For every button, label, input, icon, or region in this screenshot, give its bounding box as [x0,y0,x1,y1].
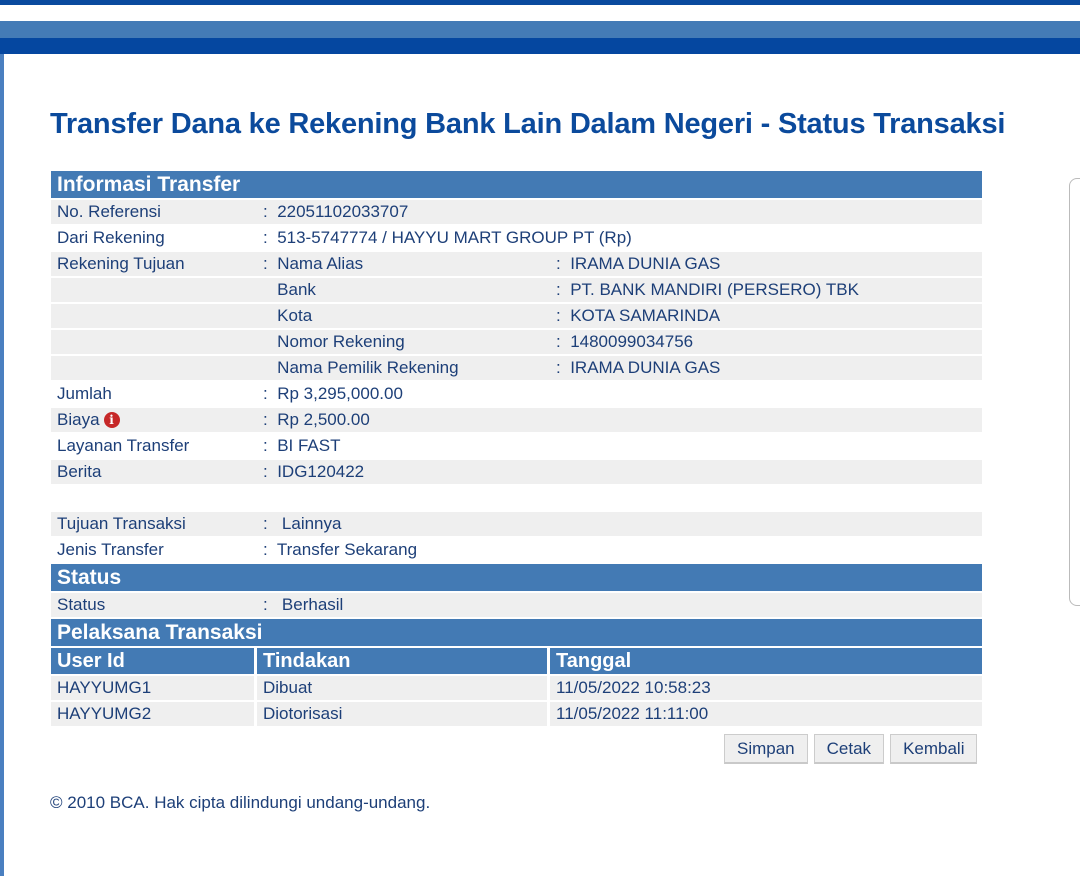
row-tujuan-pemilik: Nama Pemilik Rekening: IRAMA DUNIA GAS [51,356,982,382]
row-layanan: Layanan Transfer: BI FAST [51,434,982,460]
save-button[interactable]: Simpan [724,734,808,764]
info-icon[interactable]: i [103,412,120,428]
print-button[interactable]: Cetak [813,734,885,764]
row-tujuan-kota: Kota: KOTA SAMARINDA [51,304,982,330]
section-informasi-transfer: Informasi Transfer [51,171,982,200]
back-button[interactable]: Kembali [890,734,978,764]
row-jenis-transfer: Jenis Transfer: Transfer Sekarang [51,538,982,564]
page-title: Transfer Dana ke Rekening Bank Lain Dala… [50,108,1006,140]
top-bar [0,0,1080,5]
exec-header-row: User Id Tindakan Tanggal [51,648,982,676]
header-band [0,21,1080,38]
row-tujuan-alias: Rekening Tujuan: Nama Alias: IRAMA DUNIA… [51,252,982,278]
table-row: HAYYUMG1 Dibuat 11/05/2022 10:58:23 [51,676,982,702]
row-biaya: Biaya i: Rp 2,500.00 [51,408,982,434]
row-referensi: No. Referensi: 22051102033707 [51,200,982,226]
status-value: Berhasil [281,595,344,614]
row-spacer [51,486,982,512]
row-berita: Berita: IDG120422 [51,460,982,486]
left-frame-edge [0,54,4,876]
row-jumlah: Jumlah: Rp 3,295,000.00 [51,382,982,408]
row-tujuan-bank: Bank: PT. BANK MANDIRI (PERSERO) TBK [51,278,982,304]
side-panel-handle[interactable] [1069,178,1080,606]
table-row: HAYYUMG2 Diotorisasi 11/05/2022 11:11:00 [51,702,982,728]
section-pelaksana: Pelaksana Transaksi [51,619,982,648]
section-status: Status [51,564,982,593]
row-dari-rekening: Dari Rekening: 513-5747774 / HAYYU MART … [51,226,982,252]
row-status: Status: Berhasil [51,593,982,619]
copyright-footer: © 2010 BCA. Hak cipta dilindungi undang-… [50,793,431,812]
reference-value: 22051102033707 [277,202,409,221]
row-tujuan-nomor: Nomor Rekening: 1480099034756 [51,330,982,356]
menu-band [0,38,1080,54]
row-tujuan-transaksi: Tujuan Transaksi: Lainnya [51,512,982,538]
transfer-status-table: Informasi Transfer No. Referensi: 220511… [51,171,982,728]
action-buttons: Simpan Cetak Kembali [724,734,978,764]
